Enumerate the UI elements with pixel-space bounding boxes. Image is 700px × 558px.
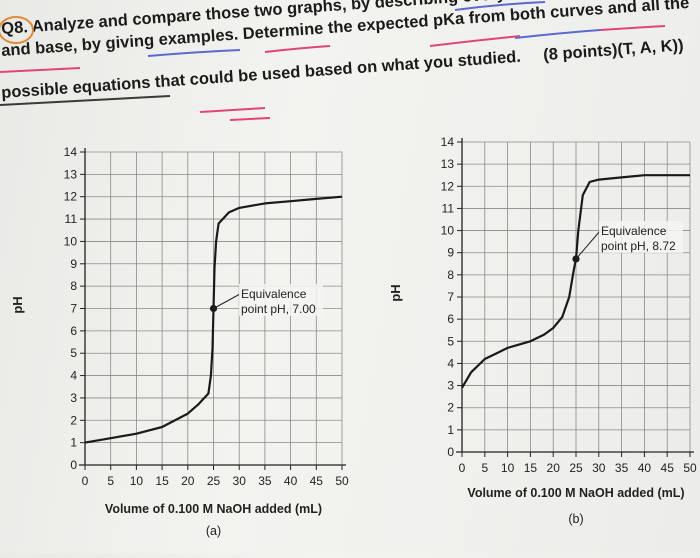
y-tick-label: 2	[447, 401, 454, 415]
y-tick-label: 12	[64, 190, 78, 204]
x-tick-label: 30	[592, 461, 606, 475]
x-tick-label: 25	[569, 461, 583, 475]
x-tick-label: 25	[207, 474, 221, 488]
x-tick-label: 20	[181, 474, 195, 488]
y-tick-label: 0	[447, 445, 454, 459]
x-tick-label: 10	[130, 474, 144, 488]
y-tick-label: 11	[442, 201, 455, 215]
y-tick-label: 4	[447, 356, 454, 370]
y-tick-label: 14	[64, 145, 78, 159]
x-tick-label: 30	[233, 474, 247, 488]
x-tick-label: 15	[155, 474, 169, 488]
x-tick-label: 50	[683, 461, 697, 475]
y-tick-label: 9	[447, 246, 454, 260]
panel-label: (a)	[206, 524, 221, 538]
equivalence-label-line-1: Equivalence	[601, 224, 667, 238]
underline-acid	[599, 25, 666, 31]
equivalence-leader-line	[575, 230, 601, 260]
y-tick-label: 5	[70, 346, 77, 360]
x-axis-label: Volume of 0.100 M NaOH added (mL)	[467, 486, 684, 500]
y-tick-label: 3	[447, 379, 454, 393]
underline-compare	[147, 49, 241, 57]
underline-two-graphs	[264, 45, 331, 53]
y-axis-label: pH	[10, 296, 25, 313]
y-tick-label: 1	[447, 423, 454, 437]
y-tick-label: 11	[65, 212, 78, 226]
y-tick-label: 8	[70, 279, 77, 293]
x-axis-label: Volume of 0.100 M NaOH added (mL)	[105, 502, 322, 516]
underline-base	[0, 67, 81, 73]
y-tick-label: 7	[447, 290, 454, 304]
y-tick-label: 5	[447, 334, 454, 348]
x-tick-label: 10	[501, 461, 515, 475]
y-tick-label: 1	[70, 436, 77, 450]
y-tick-label: 4	[70, 369, 77, 383]
x-tick-label: 50	[335, 474, 349, 488]
y-tick-label: 14	[441, 135, 455, 149]
x-tick-label: 40	[284, 474, 298, 488]
equivalence-label-line-2: point pH, 7.00	[241, 302, 316, 316]
equivalence-label-line-2: point pH, 8.72	[601, 239, 676, 253]
panel-label: (b)	[568, 512, 583, 526]
y-tick-label: 13	[64, 167, 78, 181]
y-tick-label: 0	[70, 458, 77, 472]
underline-both-curves	[514, 29, 601, 39]
x-tick-label: 40	[638, 461, 652, 475]
x-tick-label: 15	[524, 461, 538, 475]
question-text: Q8. Analyze and compare those two graphs…	[0, 0, 700, 121]
underline-pka	[429, 35, 521, 47]
x-tick-label: 0	[459, 461, 466, 475]
x-tick-label: 35	[258, 474, 272, 488]
y-tick-label: 6	[70, 324, 77, 338]
y-tick-label: 9	[70, 257, 77, 271]
underline-equations	[0, 95, 171, 106]
y-tick-label: 10	[441, 224, 455, 238]
equivalence-label-line-1: Equivalence	[241, 287, 307, 301]
charts-area: 0 1 2 3 4 5 6 7 8 9 10 11 12 13 14 0 5 10 15 20 25 30 35 40 45 50…	[0, 130, 700, 558]
x-tick-label: 5	[107, 474, 114, 488]
y-tick-label: 8	[447, 268, 454, 282]
x-tick-label: 45	[310, 474, 324, 488]
y-tick-label: 6	[447, 312, 454, 326]
equivalence-label-bg	[239, 284, 323, 316]
underline-every-detail	[454, 1, 546, 11]
x-tick-label: 35	[615, 461, 629, 475]
x-tick-label: 5	[481, 461, 488, 475]
equivalence-leader-line	[213, 293, 241, 309]
x-tick-label: 0	[82, 474, 89, 488]
x-tick-label: 45	[661, 461, 675, 475]
y-axis-label: pH	[388, 284, 403, 301]
annotation-marks	[0, 1, 666, 121]
titration-curve	[461, 174, 690, 389]
y-tick-label: 3	[70, 391, 77, 405]
underline-could-be-used-2	[229, 117, 271, 121]
y-tick-label: 13	[441, 157, 455, 171]
equivalence-label-bg	[599, 221, 683, 253]
y-tick-label: 12	[441, 179, 455, 193]
y-tick-label: 10	[64, 234, 78, 248]
y-tick-label: 7	[70, 302, 77, 316]
y-tick-label: 2	[70, 413, 77, 427]
q8-circle-mark	[0, 16, 34, 44]
underline-could-be-used	[199, 107, 266, 113]
x-tick-label: 20	[547, 461, 561, 475]
